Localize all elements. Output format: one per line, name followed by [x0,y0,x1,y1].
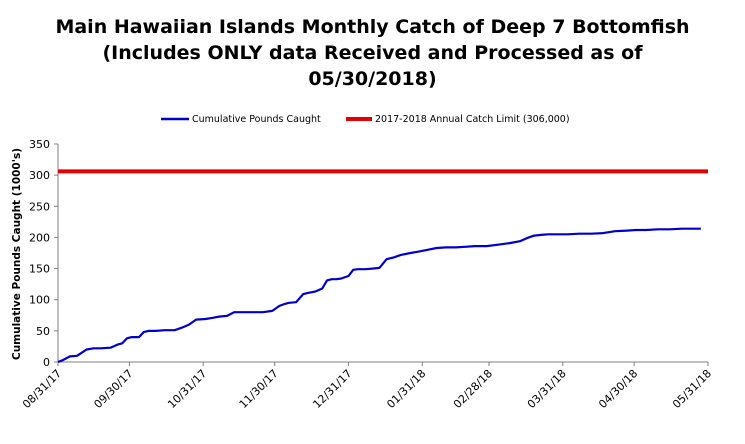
y-tick-label: 100 [29,294,50,307]
chart-title-line-3: 05/30/2018) [308,68,437,90]
x-tick-label: 05/31/18 [670,367,714,411]
chart-title-line-2: (Includes ONLY data Received and Process… [102,42,643,64]
y-tick-label: 250 [29,200,50,213]
legend-label-limit: 2017-2018 Annual Catch Limit (306,000) [375,114,570,125]
x-tick-label: 12/31/17 [310,367,354,411]
cumulative-catch-line [57,227,701,364]
x-tick-label: 01/31/18 [384,367,428,411]
y-tick-label: 0 [43,356,50,369]
x-tick-label: 08/31/17 [20,367,64,411]
y-tick-label: 200 [29,231,50,244]
axes: 0 50 100 150 200 250 300 350 08/31/17 09/30/17 10/… [20,138,714,411]
y-tick-label: 350 [29,138,50,151]
y-axis-label: Cumulative Pounds Caught (1000's) [11,148,23,360]
legend: Cumulative Pounds Caught 2017-2018 Annua… [161,114,570,125]
x-tick-label: 03/31/18 [525,367,569,411]
x-tick-label: 11/30/17 [237,367,281,411]
plot-area [57,169,708,364]
legend-label-cumulative: Cumulative Pounds Caught [192,114,321,125]
chart-title: Main Hawaiian Islands Monthly Catch of D… [0,14,745,92]
y-tick-label: 50 [36,325,50,338]
x-tick-label: 02/28/18 [451,367,495,411]
x-tick-label: 04/30/18 [596,367,640,411]
y-tick-label: 300 [29,169,50,182]
x-tick-label: 09/30/17 [91,367,135,411]
y-tick-label: 150 [29,263,50,276]
chart-title-line-1: Main Hawaiian Islands Monthly Catch of D… [55,16,690,38]
x-tick-label: 10/31/17 [165,367,209,411]
